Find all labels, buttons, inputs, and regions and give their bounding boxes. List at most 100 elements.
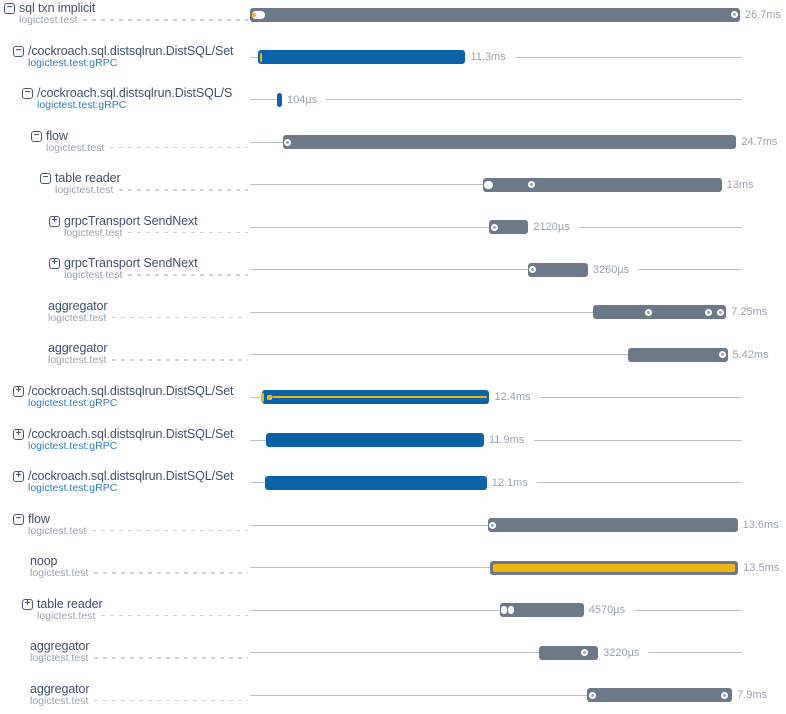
event-marker-dot[interactable] [588,691,596,699]
span-bar[interactable] [258,50,466,65]
span-name[interactable]: /cockroach.sql.distsqlrun.DistSQL/Set [28,43,234,58]
event-marker-ydash[interactable] [261,392,264,402]
trace-span-row: + table reader logictest.test 4570µs [0,597,786,639]
event-marker-dot[interactable] [716,308,724,316]
span-bar[interactable] [250,7,740,22]
trail-line [536,482,742,484]
span-bar[interactable] [593,305,727,320]
trace-span-row: noop logictest.test 13.5ms [0,554,786,596]
event-marker-rect[interactable] [507,606,514,615]
span-bar[interactable] [499,603,584,618]
expand-icon[interactable]: + [49,215,60,227]
event-marker-ydot[interactable] [251,12,256,17]
span-name[interactable]: aggregator [48,298,108,313]
span-label-block: /cockroach.sql.distsqlrun.DistSQL/Set lo… [28,44,250,69]
collapse-icon[interactable]: − [22,88,33,100]
span-timeline: 2120µs [250,220,742,235]
event-marker-dot[interactable] [284,138,292,146]
span-source: logictest.test [46,141,105,154]
span-duration-label: 5.42ms [732,348,769,361]
trace-span-row: − flow logictest.test 24.7ms [0,129,786,171]
span-bar[interactable] [276,92,282,107]
event-marker-dot[interactable] [704,308,712,316]
event-marker-rect[interactable] [252,10,266,19]
span-name[interactable]: grpcTransport SendNext [64,256,198,271]
expand-icon[interactable]: + [13,385,24,397]
span-bar[interactable] [628,347,728,362]
offset-line [250,226,490,228]
span-timeline: 11.3ms [250,50,742,65]
span-name[interactable]: flow [46,128,68,143]
event-marker-dot[interactable] [730,11,738,18]
span-name[interactable]: /cockroach.sql.distsqlrun.DistSQL/S [37,86,233,101]
event-marker-rect[interactable] [484,180,494,189]
collapse-icon[interactable]: − [13,513,24,525]
span-name[interactable]: aggregator [30,639,90,654]
collapse-icon[interactable]: − [40,173,51,185]
span-timeline: 7.25ms [250,305,767,320]
event-marker-dot[interactable] [720,691,728,699]
offset-line [250,396,262,398]
span-name[interactable]: aggregator [30,681,90,696]
span-duration-label: 12.1ms [491,476,528,489]
span-name[interactable]: sql txn implicit [19,1,96,15]
span-name[interactable]: grpcTransport SendNext [64,213,198,228]
span-name[interactable]: noop [30,554,58,569]
event-marker-dot[interactable] [490,223,498,231]
span-duration-label: 13.5ms [743,561,780,574]
span-source-row: logictest.test [48,312,250,324]
span-bar[interactable] [283,135,737,150]
span-bar[interactable] [489,220,529,235]
span-bar[interactable] [528,262,588,277]
span-duration-label: 2120µs [533,221,570,234]
span-name[interactable]: /cockroach.sql.distsqlrun.DistSQL/Set [28,383,234,398]
event-marker-dot[interactable] [528,181,536,189]
span-name[interactable]: /cockroach.sql.distsqlrun.DistSQL/Set [28,469,234,484]
event-marker-rect[interactable] [501,606,508,615]
leader-dashes [83,19,248,21]
event-marker-dot[interactable] [581,649,589,657]
span-timeline: 7.9ms [250,688,767,703]
leader-dashes [94,572,248,574]
trail-line [534,439,742,441]
event-marker-ydash[interactable] [259,52,263,62]
span-name[interactable]: table reader [37,596,103,611]
span-name[interactable]: flow [28,511,50,526]
span-name[interactable]: table reader [55,171,121,186]
collapse-icon[interactable]: − [13,45,24,57]
offset-line [250,56,259,58]
span-source-row: logictest.test:gRPC [28,440,250,452]
span-timeline: 26.7ms [250,7,781,22]
expand-icon[interactable]: + [22,598,33,610]
span-name[interactable]: aggregator [48,341,108,356]
event-marker-dot[interactable] [644,308,652,316]
span-name[interactable]: /cockroach.sql.distsqlrun.DistSQL/Set [28,426,234,441]
span-duration-label: 11.3ms [470,51,506,64]
span-bar[interactable] [261,390,490,405]
span-bar[interactable] [264,475,487,490]
span-bar[interactable] [265,433,484,447]
span-bar[interactable] [483,177,722,192]
expand-icon[interactable]: + [13,471,24,483]
expand-icon[interactable]: + [49,258,60,270]
span-bar[interactable] [587,688,733,703]
trail-line [539,396,742,398]
span-label-block: /cockroach.sql.distsqlrun.DistSQL/Set lo… [28,469,250,494]
span-label-block: sql txn implicit logictest.test [19,1,250,26]
event-marker-dot[interactable] [718,351,726,359]
event-marker-dot[interactable] [488,521,496,529]
span-bar[interactable] [490,560,739,575]
span-bar[interactable] [539,645,599,660]
collapse-icon[interactable]: − [4,3,15,14]
span-bar[interactable] [488,518,738,533]
span-source: logictest.test [28,524,87,537]
collapse-icon[interactable]: − [31,130,42,142]
event-marker-ysquare[interactable] [266,394,272,400]
span-source-row: logictest.test:gRPC [28,483,250,494]
event-marker-dot[interactable] [529,266,537,274]
expand-icon[interactable]: + [13,428,24,440]
span-label-block: table reader logictest.test [55,171,250,196]
span-duration-label: 13.6ms [742,519,779,532]
trace-span-row: aggregator logictest.test 7.25ms [0,299,786,341]
